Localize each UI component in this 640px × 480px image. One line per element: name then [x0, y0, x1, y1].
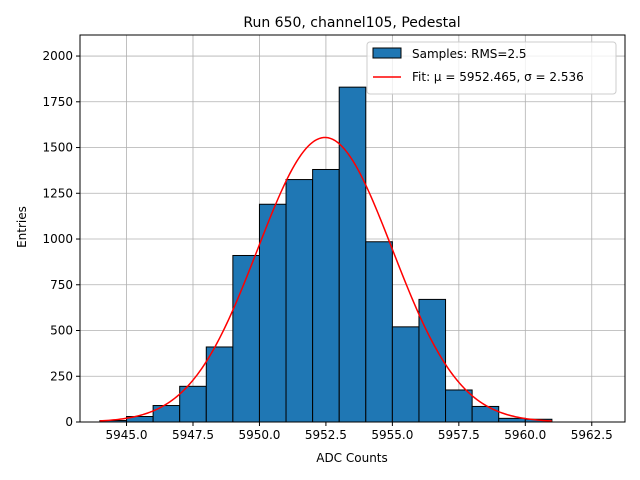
histogram-bar: [312, 168, 340, 423]
x-tick-label: 5947.5: [172, 428, 214, 442]
histogram-bar: [258, 203, 287, 423]
y-tick-label: 1500: [42, 141, 73, 155]
x-tick-label: 5955.0: [371, 428, 413, 442]
y-tick-label: 0: [65, 415, 73, 429]
y-tick-label: 1750: [42, 95, 73, 109]
x-tick-label: 5950.0: [238, 428, 280, 442]
histogram-bar: [285, 179, 314, 423]
histogram-bar: [445, 389, 473, 423]
x-tick-label: 5960.0: [504, 428, 546, 442]
y-axis-label: Entries: [15, 206, 29, 248]
histogram-bar: [152, 405, 181, 423]
histogram-bar: [179, 385, 207, 423]
histogram-bar: [338, 86, 367, 423]
x-tick-label: 5962.5: [571, 428, 613, 442]
plot-frame: [79, 34, 626, 423]
fit-curve: [99, 136, 552, 422]
y-axis-ticks: 0 250 500 750 1000 1250 1500 1750 2000: [42, 49, 80, 429]
y-tick-label: 250: [50, 369, 73, 383]
x-axis-ticks: 5945.0 5947.5 5950.0 5952.5 5955.0 5957.5 5960…: [106, 422, 613, 442]
x-tick-label: 5952.5: [305, 428, 347, 442]
y-tick-label: 2000: [42, 49, 73, 63]
histogram-bars: [99, 86, 553, 423]
x-tick-label: 5945.0: [106, 428, 148, 442]
histogram-bar: [391, 326, 420, 423]
y-tick-label: 750: [50, 278, 73, 292]
y-tick-label: 1250: [42, 186, 73, 200]
legend-swatch-samples: [372, 47, 402, 59]
histogram-bar: [471, 405, 500, 423]
chart-title: Run 650, channel105, Pedestal: [243, 15, 460, 31]
x-axis-label: ADC Counts: [316, 451, 388, 465]
histogram-bar: [205, 346, 234, 423]
histogram-bar: [365, 241, 393, 423]
histogram-bar: [232, 254, 260, 423]
histogram-bar: [418, 298, 447, 423]
legend-label-fit: Fit: μ = 5952.465, σ = 2.536: [412, 70, 584, 84]
y-tick-label: 500: [50, 324, 73, 338]
y-tick-label: 1000: [42, 232, 73, 246]
legend: Samples: RMS=2.5 Fit: μ = 5952.465, σ = …: [366, 41, 617, 95]
x-tick-label: 5957.5: [438, 428, 480, 442]
legend-box: [366, 41, 617, 95]
legend-label-samples: Samples: RMS=2.5: [412, 47, 527, 61]
histogram-bar: [498, 417, 526, 423]
